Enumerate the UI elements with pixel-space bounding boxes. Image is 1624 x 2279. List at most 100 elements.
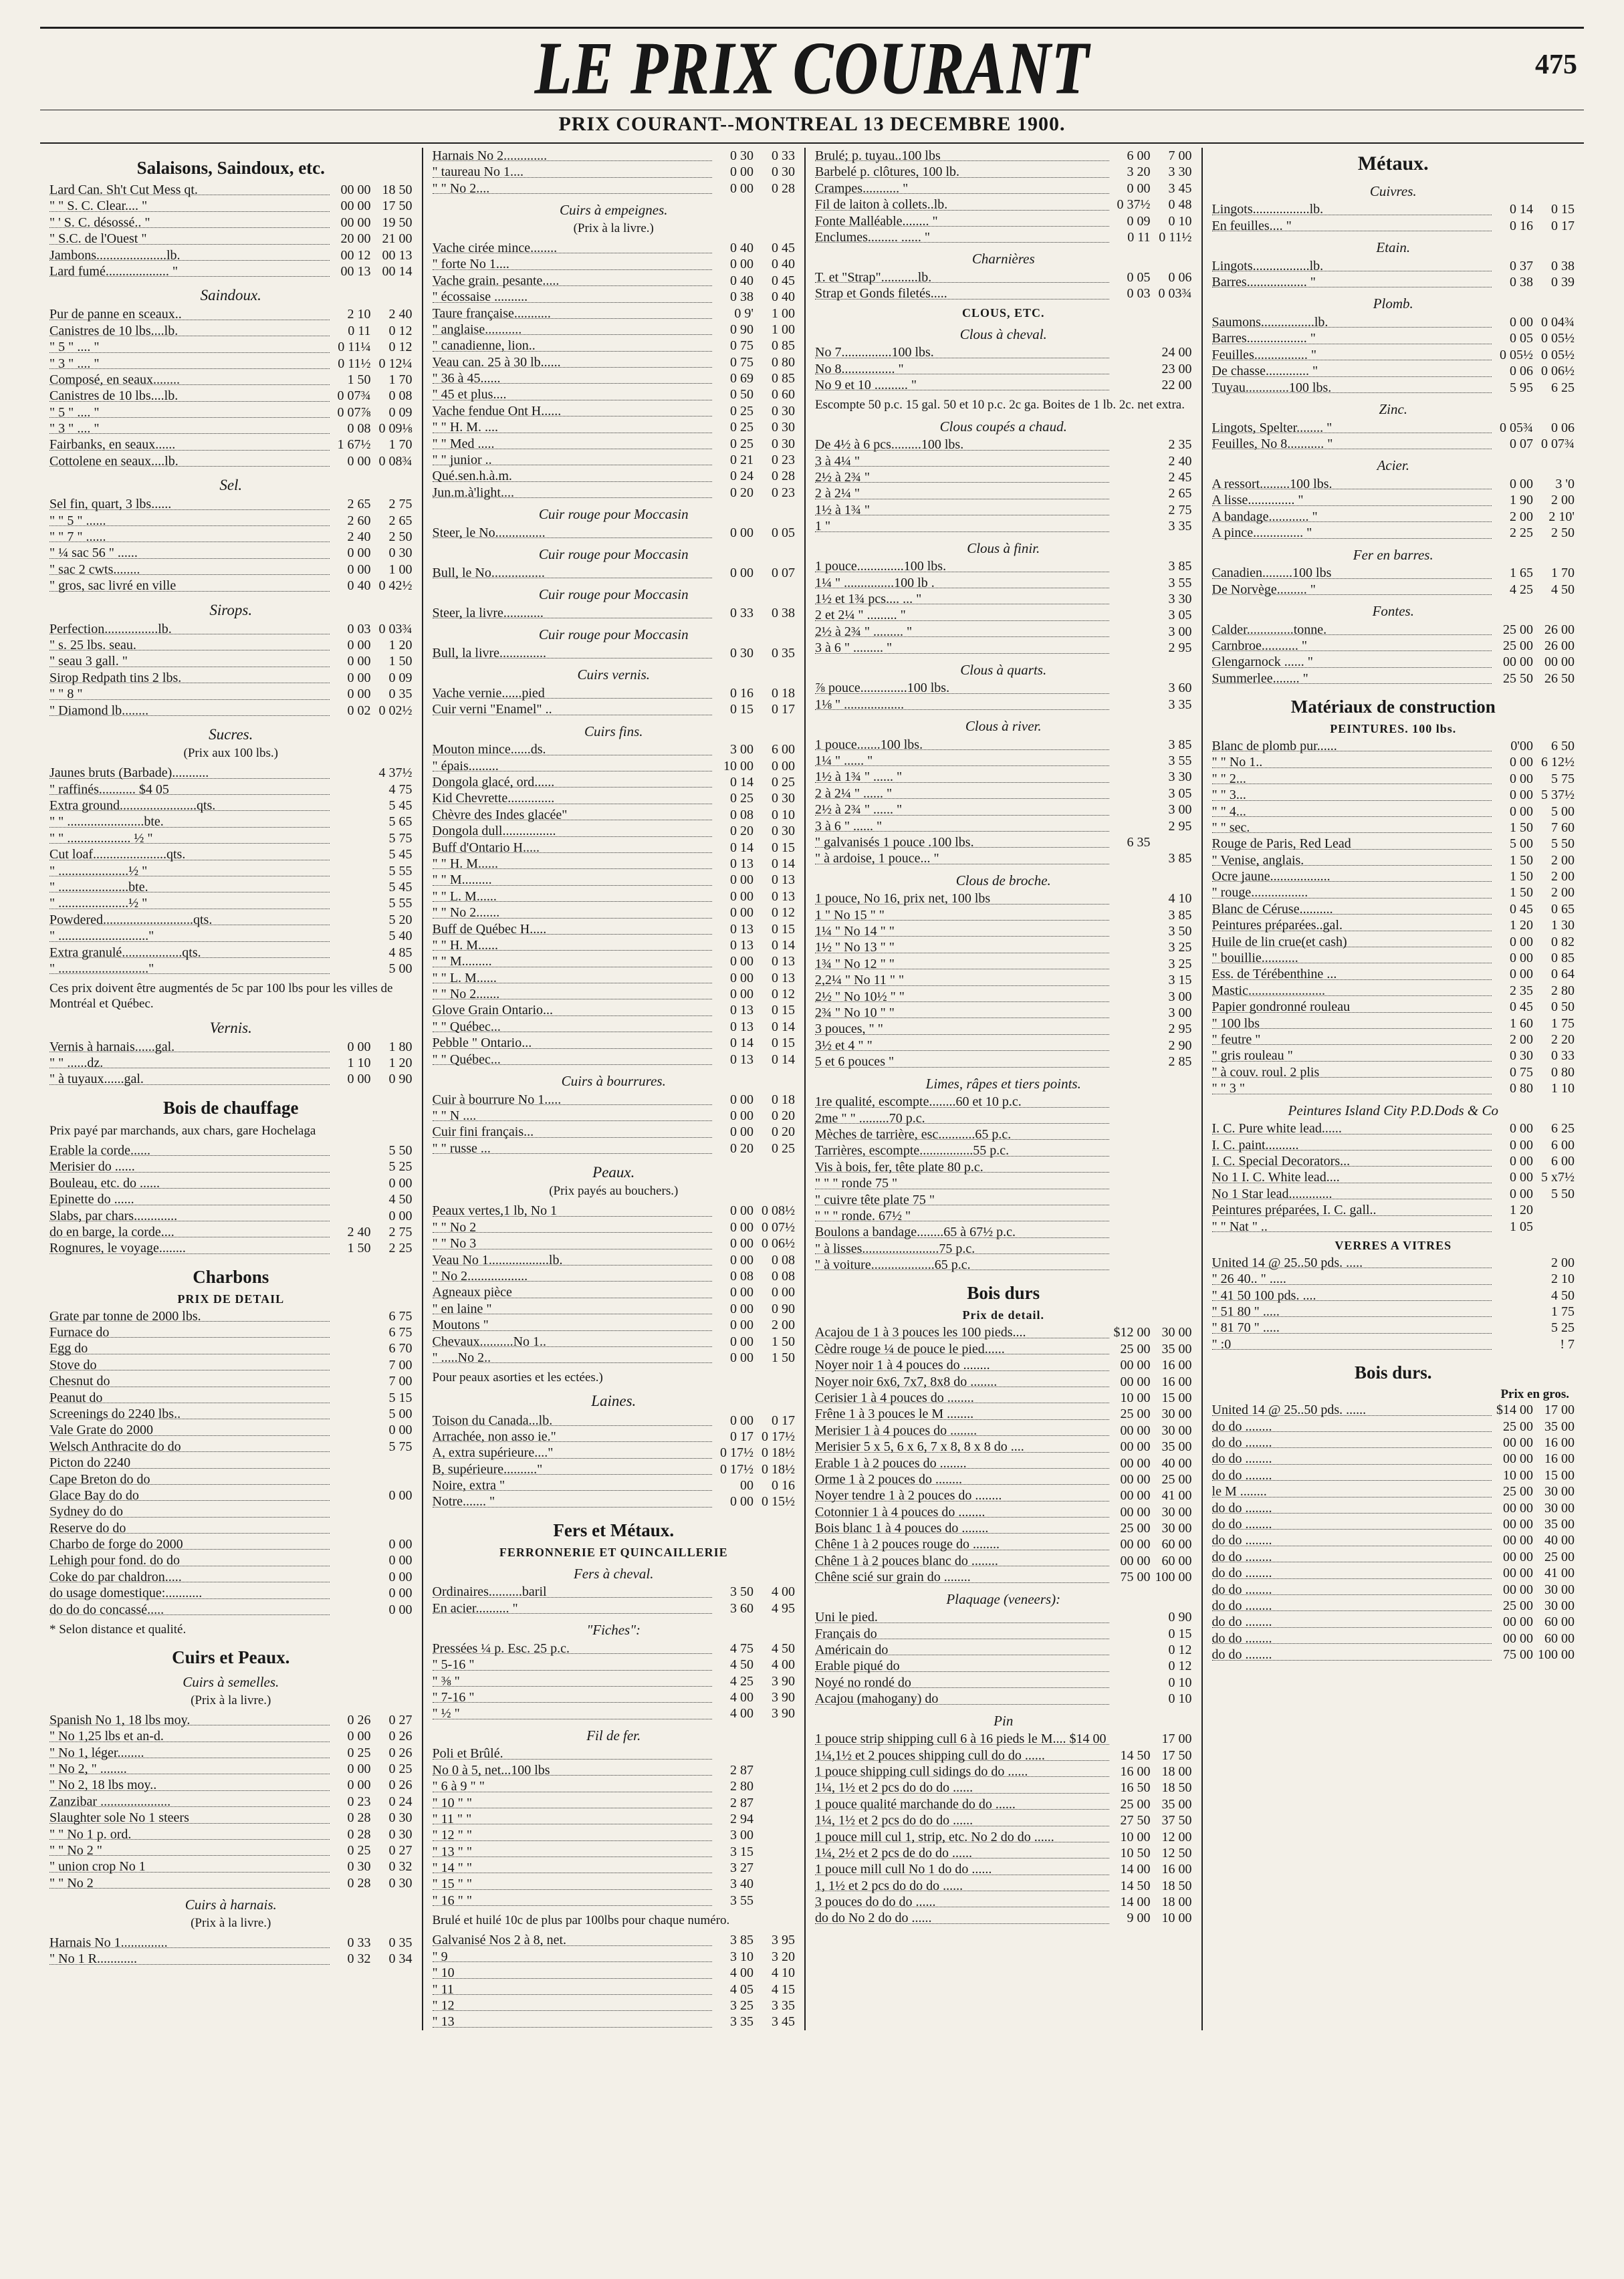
item-label: No 8................ " — [815, 361, 1109, 377]
price-high: 0 90 — [753, 1301, 795, 1317]
price-low: 00 00 — [1492, 1451, 1533, 1467]
item-label: " No 1,25 lbs et an-d. — [49, 1728, 330, 1744]
price-high: 3 35 — [753, 1998, 795, 2014]
item-label: Lingots, Spelter........ " — [1212, 420, 1492, 436]
price-high: 60 00 — [1533, 1614, 1575, 1630]
price-high: 30 00 — [1151, 1504, 1192, 1520]
price-row: Vache grain. pesante..... 0 40 0 45 — [433, 273, 796, 289]
price-row: Carnbroe........... " 25 00 26 00 — [1212, 638, 1575, 654]
price-low: 00 00 — [1492, 654, 1533, 670]
price-high: 0 18 — [753, 1092, 795, 1108]
price-row: " " S. C. Clear.... " 00 00 17 50 — [49, 198, 413, 214]
price-high: 2 10 — [1533, 1271, 1575, 1287]
price-row: do do ........ 00 00 25 00 — [1212, 1549, 1575, 1565]
price-high: 1 70 — [1533, 565, 1575, 581]
price-high: 3 25 — [1151, 956, 1192, 972]
item-label: " " 3... — [1212, 787, 1492, 803]
price-row: Canadien.........100 lbs 1 65 1 70 — [1212, 565, 1575, 581]
price-low: 0 00 — [712, 1493, 753, 1510]
item-label: Pur de panne en sceaux.. — [49, 306, 330, 322]
price-row: " 45 et plus.... 0 50 0 60 — [433, 386, 796, 402]
price-row: Frêne 1 à 3 pouces le M ........ 25 00 3… — [815, 1406, 1192, 1422]
item-label: do do ........ — [1212, 1549, 1492, 1565]
price-high: 1 50 — [371, 653, 413, 669]
price-high: 0 13 — [753, 953, 795, 969]
price-high: 12 50 — [1151, 1845, 1192, 1861]
price-low: 0 00 — [712, 905, 753, 921]
price-row: do do ........ 00 00 41 00 — [1212, 1565, 1575, 1581]
subsection-heading: Clous à finir. — [815, 540, 1192, 558]
price-row: " 11 " " 2 94 — [433, 1811, 796, 1827]
price-row: Steer, la livre............ 0 33 0 38 — [433, 605, 796, 621]
item-label: " 3 " .... " — [49, 356, 330, 372]
item-label: 2¾ " No 10 " " — [815, 1005, 1109, 1021]
price-row: 1¼, 2½ et 2 pcs de do do ...... 10 50 12… — [815, 1845, 1192, 1861]
price-row: Strap et Gonds filetés..... 0 03 0 03¾ — [815, 285, 1192, 302]
price-high: 2 75 — [371, 496, 413, 512]
subsection-heading: Fil de fer. — [433, 1727, 796, 1745]
price-high: 25 00 — [1533, 1549, 1575, 1565]
price-row: do do ........ 00 00 35 00 — [1212, 1516, 1575, 1532]
item-label: " 41 50 100 pds. .... — [1212, 1288, 1492, 1304]
footnote-text: Pour peaux asorties et les ectées.) — [433, 1370, 796, 1385]
price-high: 0 09 — [371, 670, 413, 686]
price-low: 0 00 — [330, 686, 371, 702]
item-label: " 100 lbs — [1212, 1015, 1492, 1032]
price-high: 2 95 — [1151, 818, 1192, 834]
price-low: 0 00 — [1492, 754, 1533, 770]
price-low: 0 08 — [712, 1268, 753, 1284]
column-2: Harnais No 2............. 0 30 0 33 " ta… — [423, 148, 806, 2030]
price-low: 3 55 — [712, 1893, 753, 1909]
price-high: 0 64 — [1533, 966, 1575, 982]
price-high: 1 75 — [1533, 1304, 1575, 1320]
item-label: Zanzibar ..................... — [49, 1794, 330, 1810]
price-low: 1 50 — [330, 372, 371, 388]
price-high: 12 00 — [1151, 1829, 1192, 1845]
price-high: 5 55 — [371, 895, 413, 911]
price-high: 5 40 — [371, 928, 413, 944]
price-row: Reserve do do — [49, 1520, 413, 1536]
subsection-heading: Zinc. — [1212, 401, 1575, 418]
price-low: 0 24 — [712, 468, 753, 484]
price-row: 5 et 6 pouces " 2 85 — [815, 1054, 1192, 1070]
item-label: " 3 " .... " — [49, 421, 330, 437]
price-row: 1½ et 1¾ pcs.... ... " 3 30 — [815, 591, 1192, 607]
price-high: 3 90 — [753, 1673, 795, 1689]
price-high: 5 55 — [371, 863, 413, 879]
prix-en-gros-label: Prix en gros. — [1212, 1387, 1570, 1402]
price-row: " cuivre tête plate 75 " — [815, 1192, 1192, 1208]
price-low: 10 00 — [1109, 1390, 1151, 1406]
item-label: " " No 2....... — [433, 986, 713, 1002]
section-subtitle: Laines. — [433, 1392, 796, 1411]
price-low: 3 10 — [712, 1949, 753, 1965]
item-label: I. C. Pure white lead...... — [1212, 1120, 1492, 1136]
price-low: 0 08 — [712, 807, 753, 823]
price-high: 0 48 — [1151, 197, 1192, 213]
section-title: Bois de chauffage — [49, 1097, 413, 1119]
price-high: 0 60 — [753, 386, 795, 402]
item-label: Reserve do do — [49, 1520, 330, 1536]
item-label: Dongola glacé, ord...... — [433, 774, 713, 790]
subsection-heading: Cuirs fins. — [433, 723, 796, 741]
price-low: 00 00 — [1109, 1374, 1151, 1390]
price-high: 3 90 — [753, 1705, 795, 1721]
price-low: 0 00 — [330, 1728, 371, 1744]
price-high: 0 12 — [1151, 1658, 1192, 1674]
price-row: " gris rouleau " 0 30 0 33 — [1212, 1048, 1575, 1064]
price-high: 0 00 — [371, 1175, 413, 1191]
price-row: Kid Chevrette.............. 0 25 0 30 — [433, 790, 796, 806]
price-row: Lard fumé................... " 00 13 00 … — [49, 263, 413, 279]
price-row: " canadienne, lion.. 0 75 0 85 — [433, 338, 796, 354]
item-label: " à ardoise, 1 pouce... " — [815, 850, 1109, 866]
price-high: 0 26 — [371, 1728, 413, 1744]
price-high: 0 14 — [753, 856, 795, 872]
price-high: 16 00 — [1533, 1435, 1575, 1451]
subsection-heading: Etain. — [1212, 239, 1575, 257]
item-label: do usage domestique:........... — [49, 1585, 330, 1601]
subsection-heading: Cuir rouge pour Moccasin — [433, 626, 796, 644]
item-label: " No 2, " ........ — [49, 1761, 330, 1777]
price-high: 3 50 — [1151, 923, 1192, 939]
price-row: En feuilles.... " 0 16 0 17 — [1212, 218, 1575, 234]
price-low: 0 08 — [330, 421, 371, 437]
price-row: Noire, extra " 00 0 16 — [433, 1477, 796, 1493]
